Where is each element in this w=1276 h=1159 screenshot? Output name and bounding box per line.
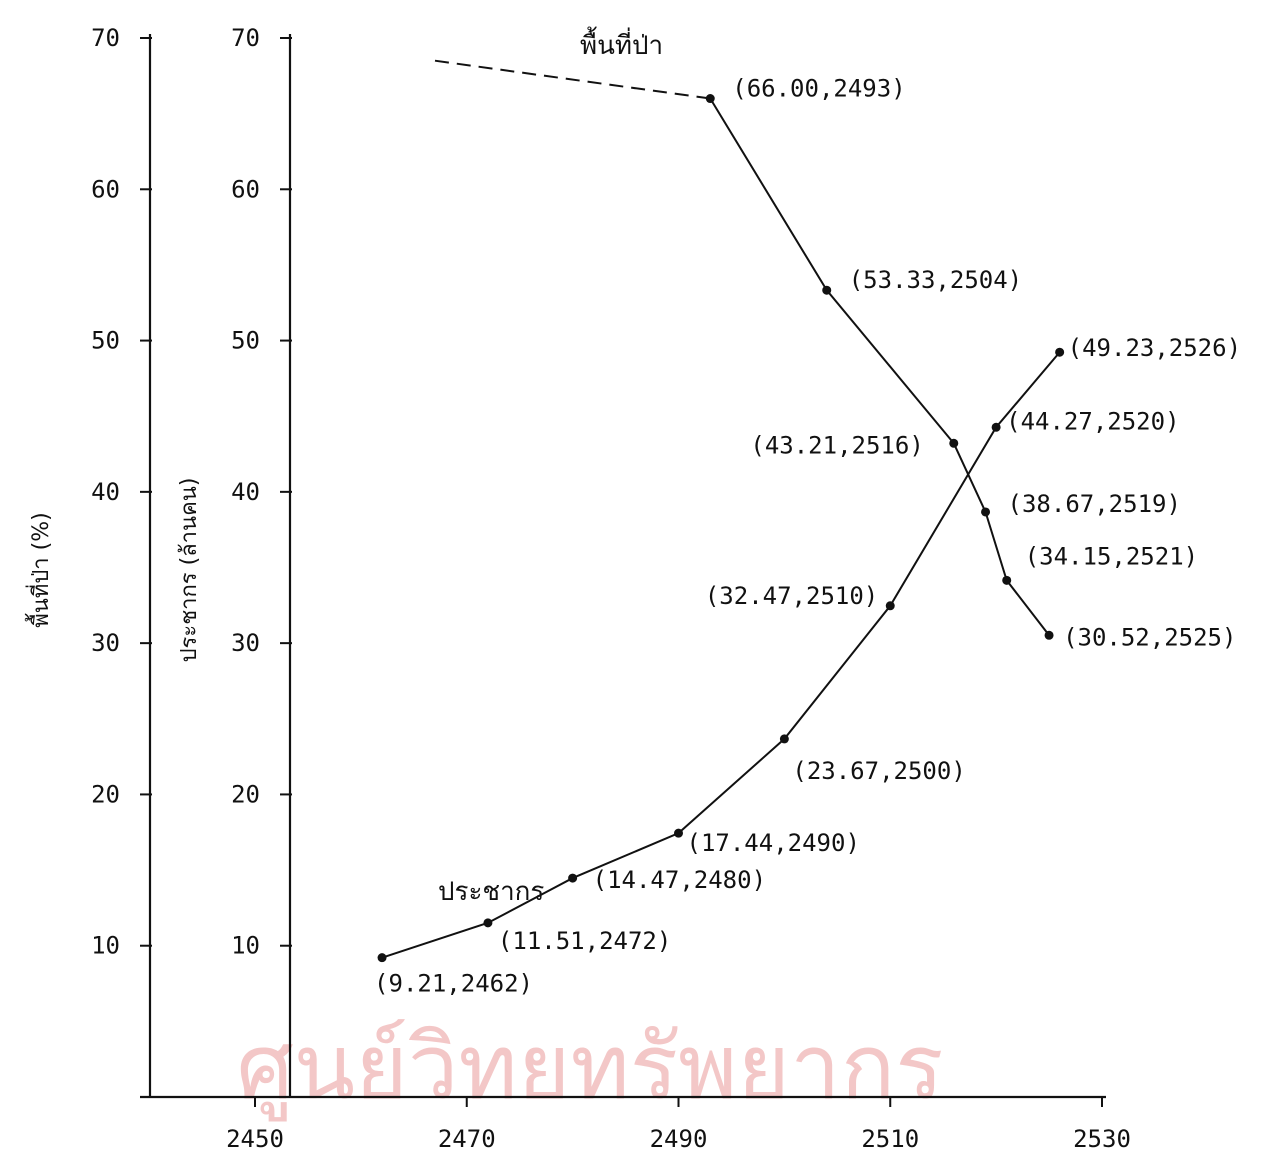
series-2-data-label: (44.27,2520) xyxy=(1006,407,1179,435)
series-1-data-label: (38.67,2519) xyxy=(1008,490,1181,518)
series-2-data-label: (49.23,2526) xyxy=(1068,334,1241,362)
y-tick-label: 60 xyxy=(231,175,260,203)
x-tick-label: 2450 xyxy=(226,1125,284,1153)
series-layer xyxy=(377,59,1065,963)
series-2-point xyxy=(568,873,578,883)
series-2-data-label: (11.51,2472) xyxy=(498,927,671,955)
y-tick-label: 30 xyxy=(91,629,120,657)
y-tick-label: 40 xyxy=(91,478,120,506)
series-2-line xyxy=(381,351,1061,959)
series-1-point xyxy=(705,94,715,104)
series-2-name: ประชากร xyxy=(438,877,544,907)
y-axis-title-1: พื้นที่ป่า (%) xyxy=(25,512,54,627)
y-tick-label: 70 xyxy=(91,24,120,52)
y-tick-label: 40 xyxy=(231,478,260,506)
series-2-point xyxy=(779,734,789,744)
x-tick-label: 2530 xyxy=(1073,1125,1131,1153)
x-tick-label: 2470 xyxy=(438,1125,496,1153)
series-1-point xyxy=(981,507,991,517)
series-1-dashed-segment xyxy=(434,59,711,100)
y-tick-label: 10 xyxy=(91,932,120,960)
series-1-data-label: (34.15,2521) xyxy=(1025,542,1198,570)
y-axis-title-2: ประชากร (ล้านคน) xyxy=(177,478,202,663)
label-layer: (66.00,2493) (53.33,2504) (43.21,2516) (38.… xyxy=(374,26,1241,998)
y-tick-label: 50 xyxy=(231,327,260,355)
series-2-data-label: (23.67,2500) xyxy=(792,757,965,785)
series-1-point xyxy=(1002,575,1012,585)
series-2-data-label: (14.47,2480) xyxy=(593,866,766,894)
series-2-point xyxy=(885,601,895,611)
x-tick-label: 2490 xyxy=(650,1125,708,1153)
y-tick-label: 30 xyxy=(231,629,260,657)
series-2-data-label: (32.47,2510) xyxy=(705,582,878,610)
series-1-name: พื้นที่ป่า xyxy=(580,26,663,61)
series-2-point xyxy=(1055,347,1065,357)
y-tick-label: 20 xyxy=(91,780,120,808)
series-2-data-label: (17.44,2490) xyxy=(687,829,860,857)
y-tick-label: 10 xyxy=(231,932,260,960)
series-1-data-label: (43.21,2516) xyxy=(750,431,923,459)
series-1-point xyxy=(1044,630,1054,640)
y-tick-label: 50 xyxy=(91,327,120,355)
y-tick-label: 20 xyxy=(231,780,260,808)
series-2-point xyxy=(674,828,683,838)
series-1-point xyxy=(949,438,959,448)
series-2-point xyxy=(483,918,493,928)
series-1-point xyxy=(822,285,832,295)
series-2-point xyxy=(991,422,1001,432)
series-1-line xyxy=(709,97,1050,636)
axes-layer: 2450 2470 2490 2510 2530 10 20 30 40 50 60 70 พื้นที… xyxy=(25,24,1131,1153)
y-tick-label: 60 xyxy=(91,175,120,203)
series-1-data-label: (30.52,2525) xyxy=(1063,623,1236,651)
watermark-text: ศูนย์วิทยทรัพยากร xyxy=(236,1015,943,1122)
series-2-data-label: (9.21,2462) xyxy=(374,970,533,998)
series-2-point xyxy=(377,953,387,963)
x-tick-label: 2510 xyxy=(861,1125,919,1153)
series-1-data-label: (66.00,2493) xyxy=(732,75,905,103)
watermark-layer: ศูนย์วิทยทรัพยากร xyxy=(236,1015,943,1122)
y-tick-label: 70 xyxy=(231,24,260,52)
series-1-data-label: (53.33,2504) xyxy=(849,266,1022,294)
